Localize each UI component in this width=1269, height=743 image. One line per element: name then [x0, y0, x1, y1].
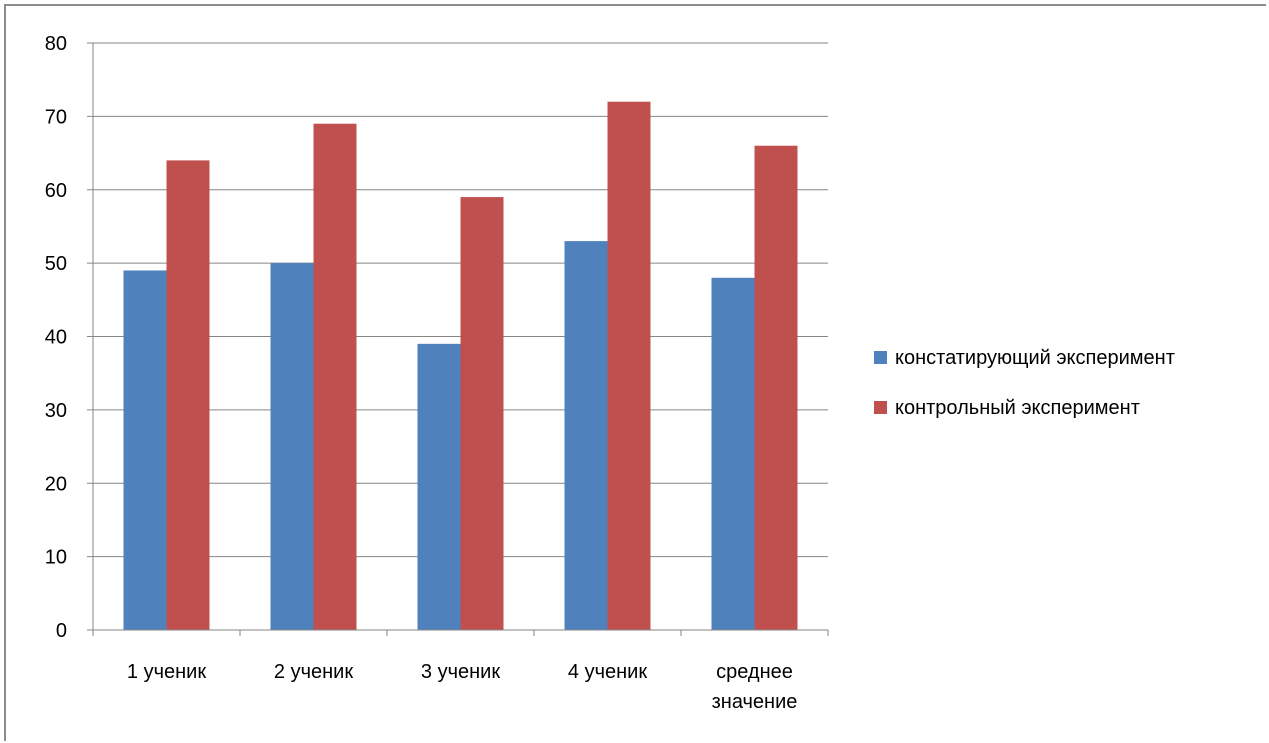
bar[interactable]: [270, 263, 314, 630]
x-tick-label: 4 ученик: [568, 661, 647, 683]
tick-labels: 0 10 20 30 40 50 60 70 80 1 ученик 2 ученик 3 учени…: [45, 33, 798, 713]
bars: [123, 101, 798, 631]
legend[interactable]: констатирующий эксперимент контрольный эк…: [874, 347, 1175, 419]
bar[interactable]: [564, 241, 608, 631]
bar[interactable]: [460, 197, 504, 630]
x-tick-label: значение: [712, 691, 798, 713]
bar[interactable]: [123, 270, 167, 630]
bar[interactable]: [754, 145, 798, 630]
y-tick-label: 10: [45, 547, 67, 569]
y-tick-label: 50: [45, 253, 67, 275]
x-tick-label: среднее: [716, 661, 793, 683]
y-tick-label: 40: [45, 327, 67, 349]
legend-swatch: [874, 401, 887, 414]
y-tick-label: 80: [45, 33, 67, 55]
bar[interactable]: [166, 160, 210, 630]
legend-label: констатирующий эксперимент: [895, 347, 1175, 369]
x-tick-label: 1 ученик: [127, 661, 206, 683]
y-tick-label: 30: [45, 400, 67, 422]
y-tick-label: 70: [45, 106, 67, 128]
x-tick-label: 3 ученик: [421, 661, 500, 683]
legend-label: контрольный эксперимент: [895, 397, 1140, 419]
axes: [87, 42, 829, 636]
x-tick-label: 2 ученик: [274, 661, 353, 683]
bar[interactable]: [313, 123, 357, 631]
y-tick-label: 60: [45, 180, 67, 202]
legend-swatch: [874, 351, 887, 364]
bar[interactable]: [607, 101, 651, 630]
bar[interactable]: [711, 277, 755, 630]
bar[interactable]: [417, 343, 461, 630]
y-tick-label: 20: [45, 473, 67, 495]
y-tick-label: 0: [56, 620, 67, 642]
